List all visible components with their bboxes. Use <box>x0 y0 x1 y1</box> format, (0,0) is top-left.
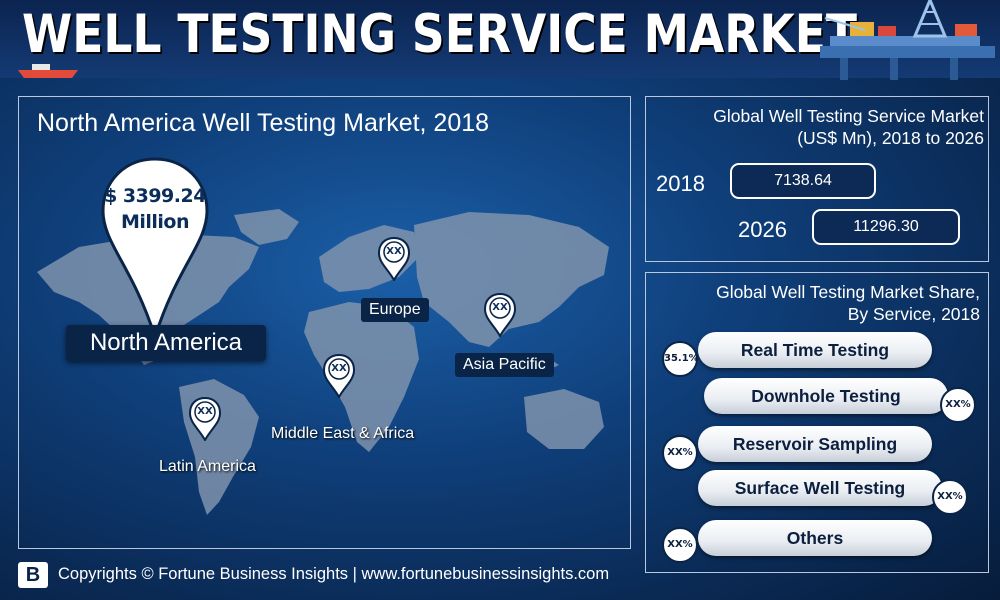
header-bar: WELL TESTING SERVICE MARKET <box>0 0 1000 80</box>
market-share-panel: Global Well Testing Market Share, By Ser… <box>645 272 989 573</box>
ship-icon <box>18 64 78 78</box>
share-bubble-others: XX% <box>662 527 698 563</box>
market-size-title: Global Well Testing Service Market (US$ … <box>646 105 984 149</box>
middle-east-africa-value: XX <box>331 363 347 374</box>
latin-america-label: Latin America <box>159 458 256 475</box>
north-america-label: North America <box>66 325 266 361</box>
europe-value: XX <box>386 246 402 257</box>
latin-america-value: XX <box>197 406 213 417</box>
service-bar-real-time-testing: Real Time Testing <box>698 332 932 368</box>
value-2026-box: 11296.30 <box>812 209 960 245</box>
europe-label: Europe <box>361 298 429 322</box>
market-size-title-line1: Global Well Testing Service Market <box>713 106 984 126</box>
asia-pacific-value: XX <box>492 302 508 313</box>
year-2018-label: 2018 <box>656 171 705 196</box>
europe-map-pin-icon <box>378 237 410 281</box>
service-bar-others: Others <box>698 520 932 556</box>
market-share-title-line2: By Service, 2018 <box>847 304 980 324</box>
asia-pacific-label: Asia Pacific <box>455 353 554 377</box>
map-panel: North America Well Testing Market, 2018 … <box>18 96 631 549</box>
asia-pacific-map-pin-icon <box>484 293 516 337</box>
share-bubble-surface-well-testing: XX% <box>932 479 968 515</box>
share-bubble-real-time-testing: 35.1% <box>662 341 699 377</box>
company-logo-icon: B <box>18 562 48 588</box>
market-share-title-line1: Global Well Testing Market Share, <box>716 282 980 302</box>
service-bar-surface-well-testing: Surface Well Testing <box>698 470 942 506</box>
oil-rig-icon <box>820 0 995 80</box>
service-bar-reservoir-sampling: Reservoir Sampling <box>698 426 932 462</box>
market-size-panel: Global Well Testing Service Market (US$ … <box>645 96 989 262</box>
page-title: WELL TESTING SERVICE MARKET <box>22 4 857 65</box>
north-america-value: $ 3399.24 <box>104 185 206 207</box>
market-share-title: Global Well Testing Market Share, By Ser… <box>646 281 980 325</box>
share-bubble-downhole-testing: XX% <box>940 387 976 423</box>
year-2026-label: 2026 <box>738 217 787 242</box>
value-2018-box: 7138.64 <box>730 163 876 199</box>
north-america-unit: Million <box>120 211 190 233</box>
service-bar-downhole-testing: Downhole Testing <box>704 378 948 414</box>
middle-east-africa-map-pin-icon <box>323 354 355 398</box>
latin-america-map-pin-icon <box>189 397 221 441</box>
share-bubble-reservoir-sampling: XX% <box>662 435 698 471</box>
map-title: North America Well Testing Market, 2018 <box>37 109 490 137</box>
copyright-text: Copyrights © Fortune Business Insights |… <box>58 565 610 583</box>
market-size-title-line2: (US$ Mn), 2018 to 2026 <box>797 128 984 148</box>
middle-east-africa-label: Middle East & Africa <box>271 425 415 442</box>
